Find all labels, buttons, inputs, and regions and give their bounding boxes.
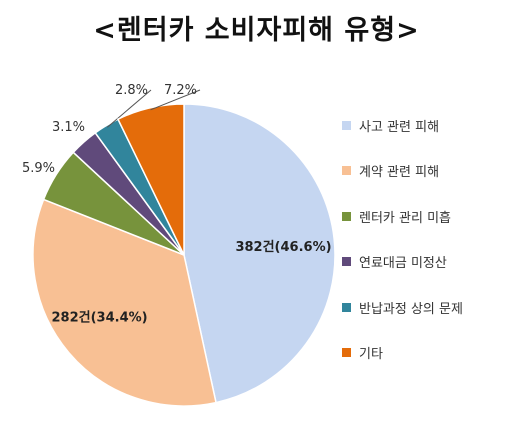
legend-swatch xyxy=(342,348,351,358)
legend-swatch xyxy=(342,257,351,267)
legend-item-4: 연료대금 미정산 xyxy=(342,253,512,271)
legend-item-6: 기타 xyxy=(342,344,512,362)
slice-label-6: 7.2% xyxy=(164,83,197,98)
legend-swatch xyxy=(342,166,351,176)
pie-slice-1 xyxy=(183,103,336,404)
legend-label: 사고 관련 피해 xyxy=(359,119,440,135)
leader-line-5 xyxy=(107,89,152,128)
chart-title: <렌터카 소비자피해 유형> xyxy=(93,15,420,46)
legend-swatch xyxy=(342,120,351,130)
pie-slice-2 xyxy=(32,198,217,407)
legend-label: 연료대금 미정산 xyxy=(359,256,447,272)
legend-label: 반납과정 상의 문제 xyxy=(359,301,463,317)
legend-item-2: 계약 관련 피해 xyxy=(342,162,512,180)
legend-item-3: 렌터카 관리 미흡 xyxy=(342,207,512,226)
leader-line-6 xyxy=(150,89,201,111)
legend-swatch xyxy=(342,211,351,221)
legend-label: 기타 xyxy=(359,347,383,363)
pie-slice-6 xyxy=(116,103,185,256)
slice-label-2: 282건(34.4%) xyxy=(52,309,148,325)
slice-label-3: 5.9% xyxy=(22,161,55,176)
slice-label-4: 3.1% xyxy=(52,120,85,135)
legend-swatch xyxy=(342,302,351,312)
slice-label-1: 382건(46.6%) xyxy=(235,239,331,255)
slice-label-5: 2.8% xyxy=(115,83,148,98)
legend-label: 렌터카 관리 미흡 xyxy=(359,210,451,226)
legend-item-5: 반납과정 상의 문제 xyxy=(342,298,512,317)
legend-item-1: 사고 관련 피해 xyxy=(342,116,512,135)
legend-label: 계약 관련 피해 xyxy=(359,165,440,181)
